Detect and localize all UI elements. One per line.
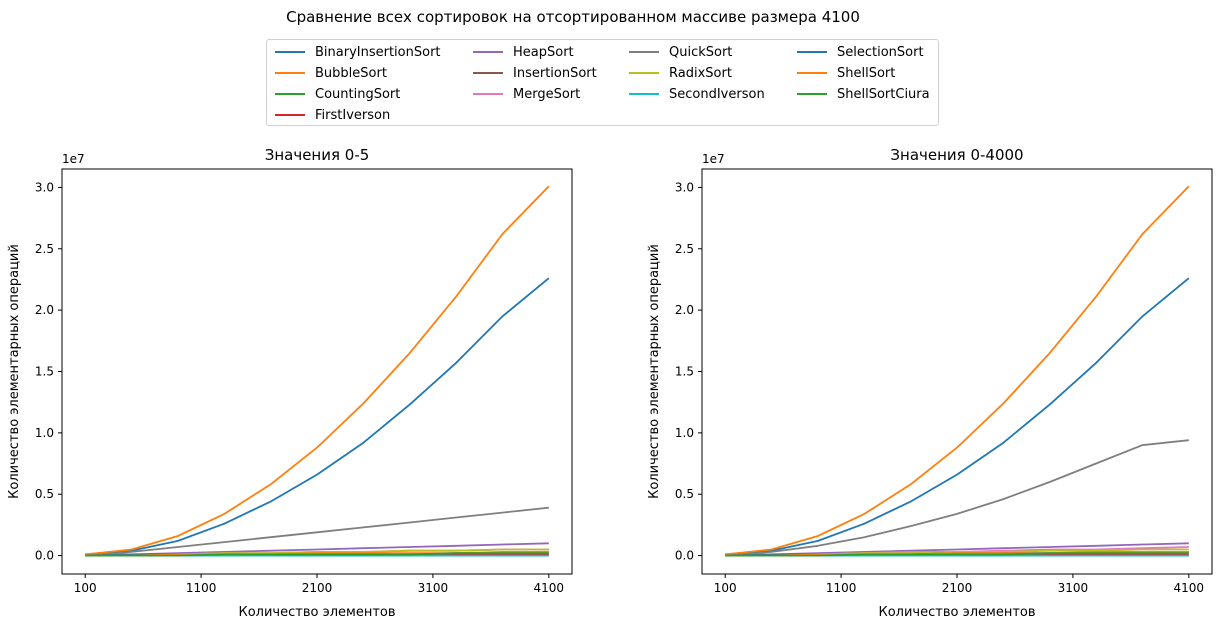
legend-line-icon: [473, 72, 503, 74]
y-axis-label: Количество элементарных операций: [647, 244, 662, 499]
x-tick-label: 1100: [186, 581, 217, 595]
y-tick-label: 0.5: [675, 487, 694, 501]
legend-line-icon: [473, 93, 503, 95]
legend-label: BubbleSort: [315, 65, 387, 81]
series-line: [725, 277, 1190, 556]
legend: BinaryInsertionSort BubbleSort CountingS…: [266, 39, 939, 126]
y-tick-label: 1.0: [675, 426, 694, 440]
series-line: [85, 185, 550, 556]
y-tick-label: 0.5: [35, 487, 54, 501]
legend-item: HeapSort: [473, 43, 574, 61]
y-tick-label: 3.0: [675, 180, 694, 194]
x-tick-label: 3100: [1058, 581, 1089, 595]
series-line: [725, 185, 1190, 556]
series-line: [725, 439, 1189, 557]
y-multiplier-label: 1e7: [702, 152, 725, 166]
legend-item: MergeSort: [473, 85, 580, 103]
y-tick-label: 2.0: [675, 303, 694, 317]
legend-label: MergeSort: [513, 86, 581, 102]
legend-label: QuickSort: [669, 44, 733, 60]
x-axis-label: Количество элементов: [878, 605, 1035, 620]
x-tick-label: 2100: [302, 581, 333, 595]
x-axis-label: Количество элементов: [238, 605, 395, 620]
legend-item: SelectionSort: [797, 43, 924, 61]
legend-label: RadixSort: [669, 65, 732, 81]
y-axis-label: Количество элементарных операций: [7, 244, 22, 499]
x-tick-label: 3100: [418, 581, 449, 595]
legend-item: InsertionSort: [473, 64, 597, 82]
legend-line-icon: [473, 51, 503, 53]
legend-label: ShellSortCiura: [837, 86, 930, 102]
y-tick-label: 2.5: [35, 242, 54, 256]
legend-label: InsertionSort: [513, 65, 597, 81]
x-tick-label: 2100: [942, 581, 973, 595]
y-tick-label: 2.0: [35, 303, 54, 317]
x-tick-label: 1100: [826, 581, 857, 595]
legend-line-icon: [629, 51, 659, 53]
legend-line-icon: [797, 72, 827, 74]
legend-label: ShellSort: [837, 65, 896, 81]
y-tick-label: 3.0: [35, 180, 54, 194]
x-tick-label: 100: [74, 581, 97, 595]
legend-label: FirstIverson: [315, 107, 391, 123]
legend-item: BubbleSort: [275, 64, 387, 82]
series-line: [725, 552, 1189, 557]
legend-item: FirstIverson: [275, 106, 390, 124]
chart-title: Значения 0-4000: [890, 146, 1023, 164]
chart-title: Значения 0-5: [265, 146, 370, 164]
series-line: [85, 506, 549, 557]
x-tick-label: 4100: [1174, 581, 1205, 595]
x-tick-label: 4100: [534, 581, 565, 595]
legend-line-icon: [275, 72, 305, 74]
legend-item: CountingSort: [275, 85, 400, 103]
chart-panel-values-0-4000: 100 1100 2100 3100 4100 0.0 0.5 1.0 1.5 2.0 2.5 3.0…: [647, 146, 1213, 620]
legend-label: SelectionSort: [837, 44, 924, 60]
legend-line-icon: [275, 93, 305, 95]
legend-line-icon: [629, 72, 659, 74]
legend-item: RadixSort: [629, 64, 732, 82]
legend-line-icon: [275, 51, 305, 53]
x-tick-label: 100: [714, 581, 737, 595]
legend-label: CountingSort: [315, 86, 401, 102]
y-tick-label: 2.5: [675, 242, 694, 256]
legend-line-icon: [629, 93, 659, 95]
legend-line-icon: [797, 93, 827, 95]
y-tick-label: 1.0: [35, 426, 54, 440]
figure-title: Сравнение всех сортировок на отсортирова…: [286, 8, 860, 26]
legend-item: SecondIverson: [629, 85, 765, 103]
legend-label: SecondIverson: [669, 86, 765, 102]
legend-label: HeapSort: [513, 44, 574, 60]
chart-panel-values-0-5: 100 1100 2100 3100 4100 0.0 0.5 1.0 1.5 2.0 2.5 3.0…: [7, 146, 573, 620]
legend-line-icon: [275, 114, 305, 116]
series-line: [85, 277, 550, 556]
legend-item: BinaryInsertionSort: [275, 43, 441, 61]
y-tick-label: 0.0: [675, 549, 694, 563]
y-tick-label: 1.5: [35, 365, 54, 379]
y-multiplier-label: 1e7: [62, 152, 85, 166]
legend-line-icon: [797, 51, 827, 53]
legend-item: ShellSortCiura: [797, 85, 930, 103]
legend-label: BinaryInsertionSort: [315, 44, 441, 60]
y-tick-label: 1.5: [675, 365, 694, 379]
series-line: [85, 552, 549, 557]
y-tick-label: 0.0: [35, 549, 54, 563]
legend-item: ShellSort: [797, 64, 895, 82]
legend-item: QuickSort: [629, 43, 732, 61]
